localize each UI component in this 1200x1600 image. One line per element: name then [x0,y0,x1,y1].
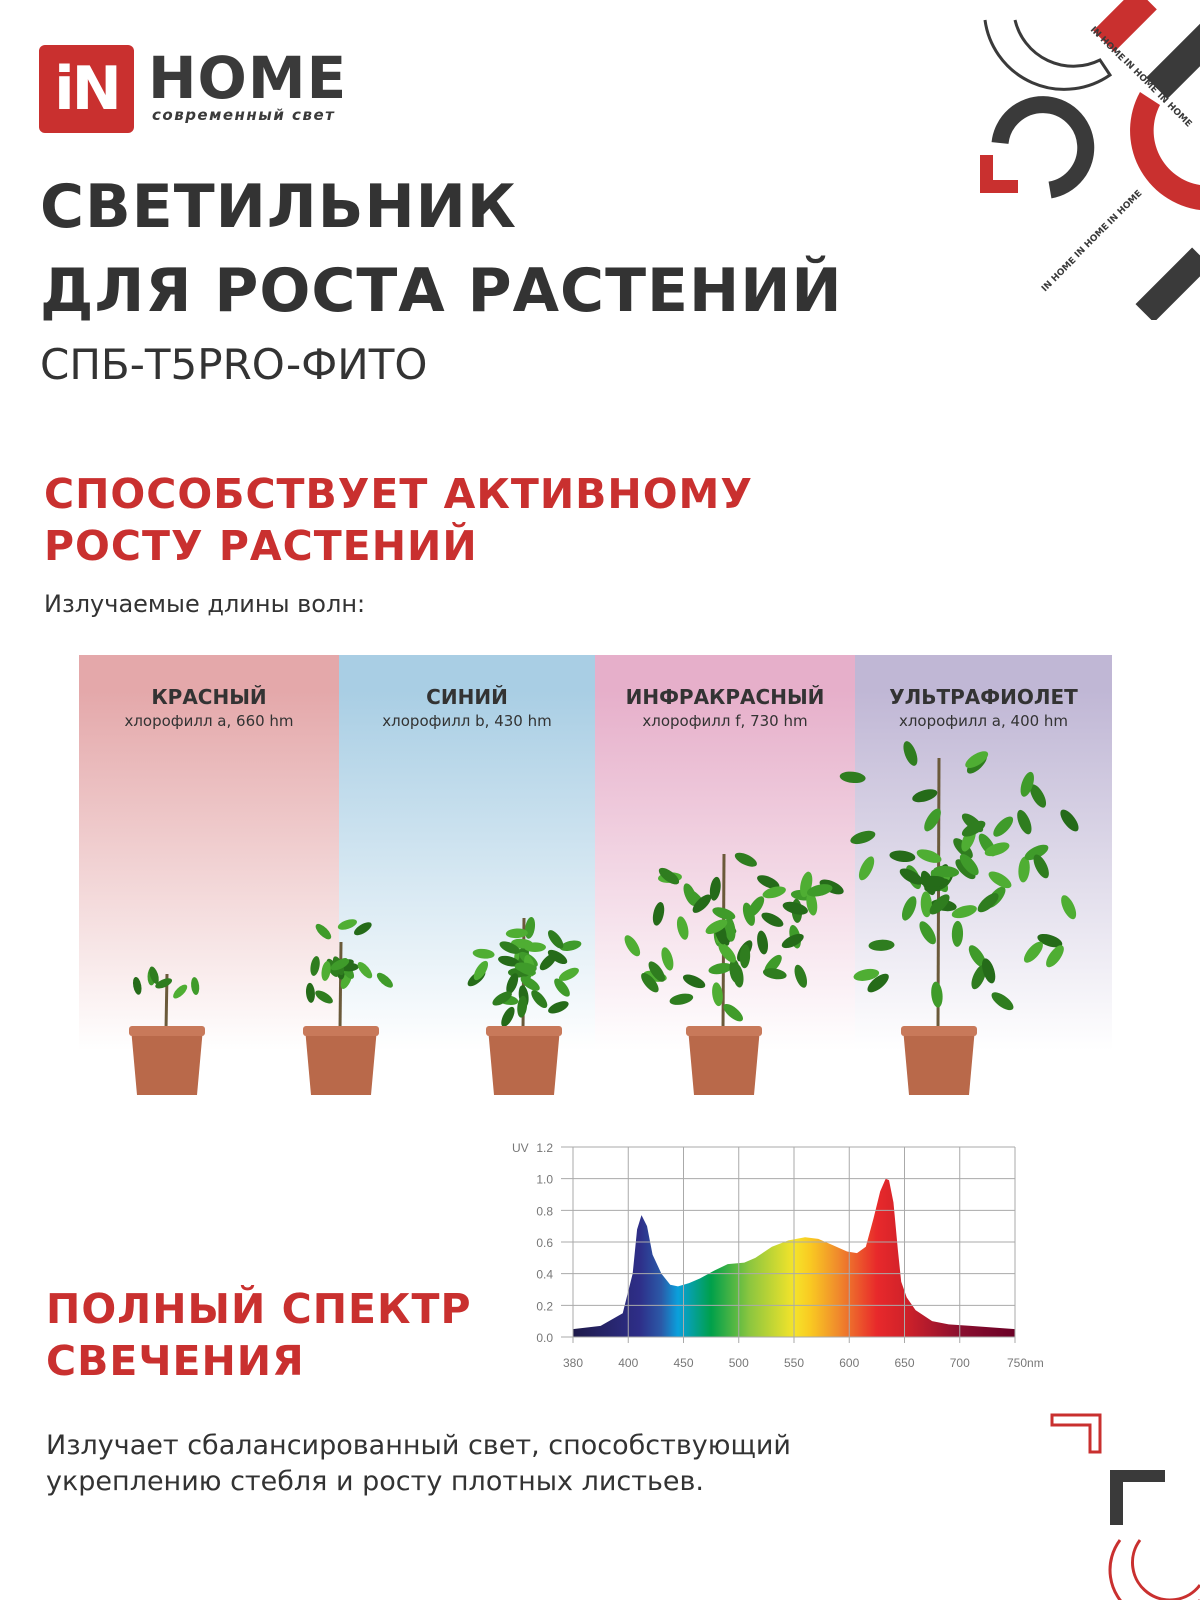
wavelength-detail: хлорофилл a, 660 hm [124,712,294,730]
heading-line: ПОЛНЫЙ СПЕКТР [46,1285,472,1333]
section2-text: Излучает сбалансированный свет, способст… [46,1428,791,1500]
heading-line: СВЕЧЕНИЯ [46,1337,305,1385]
wavelength-name: ИНФРАКРАСНЫЙ [625,685,825,709]
logo-tagline: современный свет [152,106,336,124]
section2-heading: ПОЛНЫЙ СПЕКТР СВЕЧЕНИЯ [46,1283,472,1387]
y-tick-label: 0.0 [536,1331,553,1345]
page-title: СВЕТИЛЬНИК ДЛЯ РОСТА РАСТЕНИЙ [40,165,843,333]
title-line-1: СВЕТИЛЬНИК [40,172,517,242]
y-tick-label: 0.2 [536,1299,553,1313]
decorative-pattern: IN HOME IN HOME IN HOME IN HOME IN HOME … [980,0,1200,320]
wavelength-panel: КРАСНЫЙ хлорофилл a, 660 hm [79,655,339,1105]
y-tick-label: 0.8 [536,1204,553,1218]
x-tick-label: 400 [618,1356,638,1370]
title-line-2: ДЛЯ РОСТА РАСТЕНИЙ [40,256,843,326]
x-tick-label: 500 [729,1356,749,1370]
text-line: укреплению стебля и росту плотных листье… [46,1466,704,1497]
section1-heading: СПОСОБСТВУЕТ АКТИВНОМУ РОСТУ РАСТЕНИЙ [44,468,753,572]
text-line: Излучает сбалансированный свет, способст… [46,1430,791,1461]
x-tick-label: 700 [950,1356,970,1370]
heading-line: СПОСОБСТВУЕТ АКТИВНОМУ [44,470,753,518]
heading-line: РОСТУ РАСТЕНИЙ [44,522,478,570]
wavelength-caption: Излучаемые длины волн: [44,590,366,618]
x-tick-label: 380 [563,1356,583,1370]
y-tick-label: 0.6 [536,1236,553,1250]
x-tick-label: 650 [894,1356,914,1370]
wavelength-name: КРАСНЫЙ [151,685,267,709]
x-tick-label: 550 [784,1356,804,1370]
wavelength-name: СИНИЙ [426,685,508,709]
logo-in: iN [39,45,134,133]
model-name: СПБ-T5PRO-ФИТО [40,340,428,389]
wavelength-panel: УЛЬТРАФИОЛЕТ хлорофилл a, 400 hm [855,655,1112,1105]
y-tick-label: 1.0 [536,1173,553,1187]
y-tick-label: 1.2 [536,1141,553,1155]
x-tick-label: 450 [673,1356,693,1370]
wavelength-name: УЛЬТРАФИОЛЕТ [889,685,1078,709]
wavelength-detail: хлорофилл a, 400 hm [898,712,1069,730]
wavelength-detail: хлорофилл f, 730 hm [642,712,808,730]
y-tick-label: 0.4 [536,1268,553,1282]
logo-home: HOME [148,44,348,112]
y-axis-label: UV [512,1141,529,1155]
x-tick-label: 600 [839,1356,859,1370]
wavelength-detail: хлорофилл b, 430 hm [382,712,552,730]
decorative-corners [1050,1413,1200,1600]
x-tick-label: 750nm [1007,1356,1044,1370]
